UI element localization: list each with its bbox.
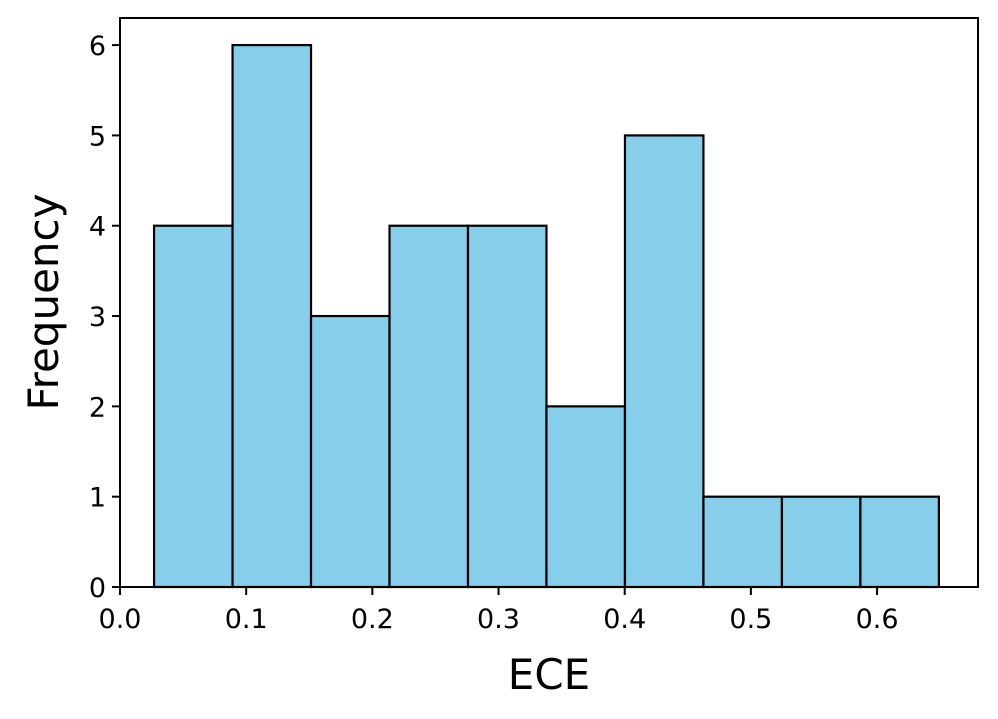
x-tick-label: 0.3 [477, 604, 520, 635]
y-tick-label: 0 [89, 573, 106, 604]
histogram-bar [545, 405, 627, 589]
x-tick-label: 0.4 [603, 604, 646, 635]
x-tick-label: 0.2 [351, 604, 394, 635]
y-tick-label: 2 [89, 392, 106, 423]
histogram-bar [231, 43, 313, 589]
bars-layer [152, 43, 940, 589]
x-tick-label: 0.6 [856, 604, 899, 635]
plot-frame [119, 17, 979, 588]
y-axis-title: Frequency [19, 194, 68, 411]
y-tick-label: 6 [89, 31, 106, 62]
y-tick-label: 3 [89, 302, 106, 333]
histogram-bar [466, 224, 548, 589]
histogram-bar [780, 495, 862, 589]
histogram-bar [152, 224, 234, 589]
histogram-bar [623, 134, 705, 589]
y-tick-label: 4 [89, 212, 106, 243]
x-tick-label: 0.5 [729, 604, 772, 635]
histogram-bar [309, 314, 391, 589]
x-tick-label: 0.0 [99, 604, 142, 635]
x-axis-title: ECE [508, 650, 590, 699]
y-tick-label: 1 [89, 483, 106, 514]
histogram-bar [702, 495, 784, 589]
y-tick-label: 5 [89, 121, 106, 152]
histogram-bar [388, 224, 470, 589]
ticks-layer: 0.0 0.1 0.2 0.3 0.4 0.5 0.6 0 1 2 3 4 5 6 [89, 31, 899, 635]
x-tick-label: 0.1 [225, 604, 268, 635]
histogram-bar [859, 495, 940, 589]
